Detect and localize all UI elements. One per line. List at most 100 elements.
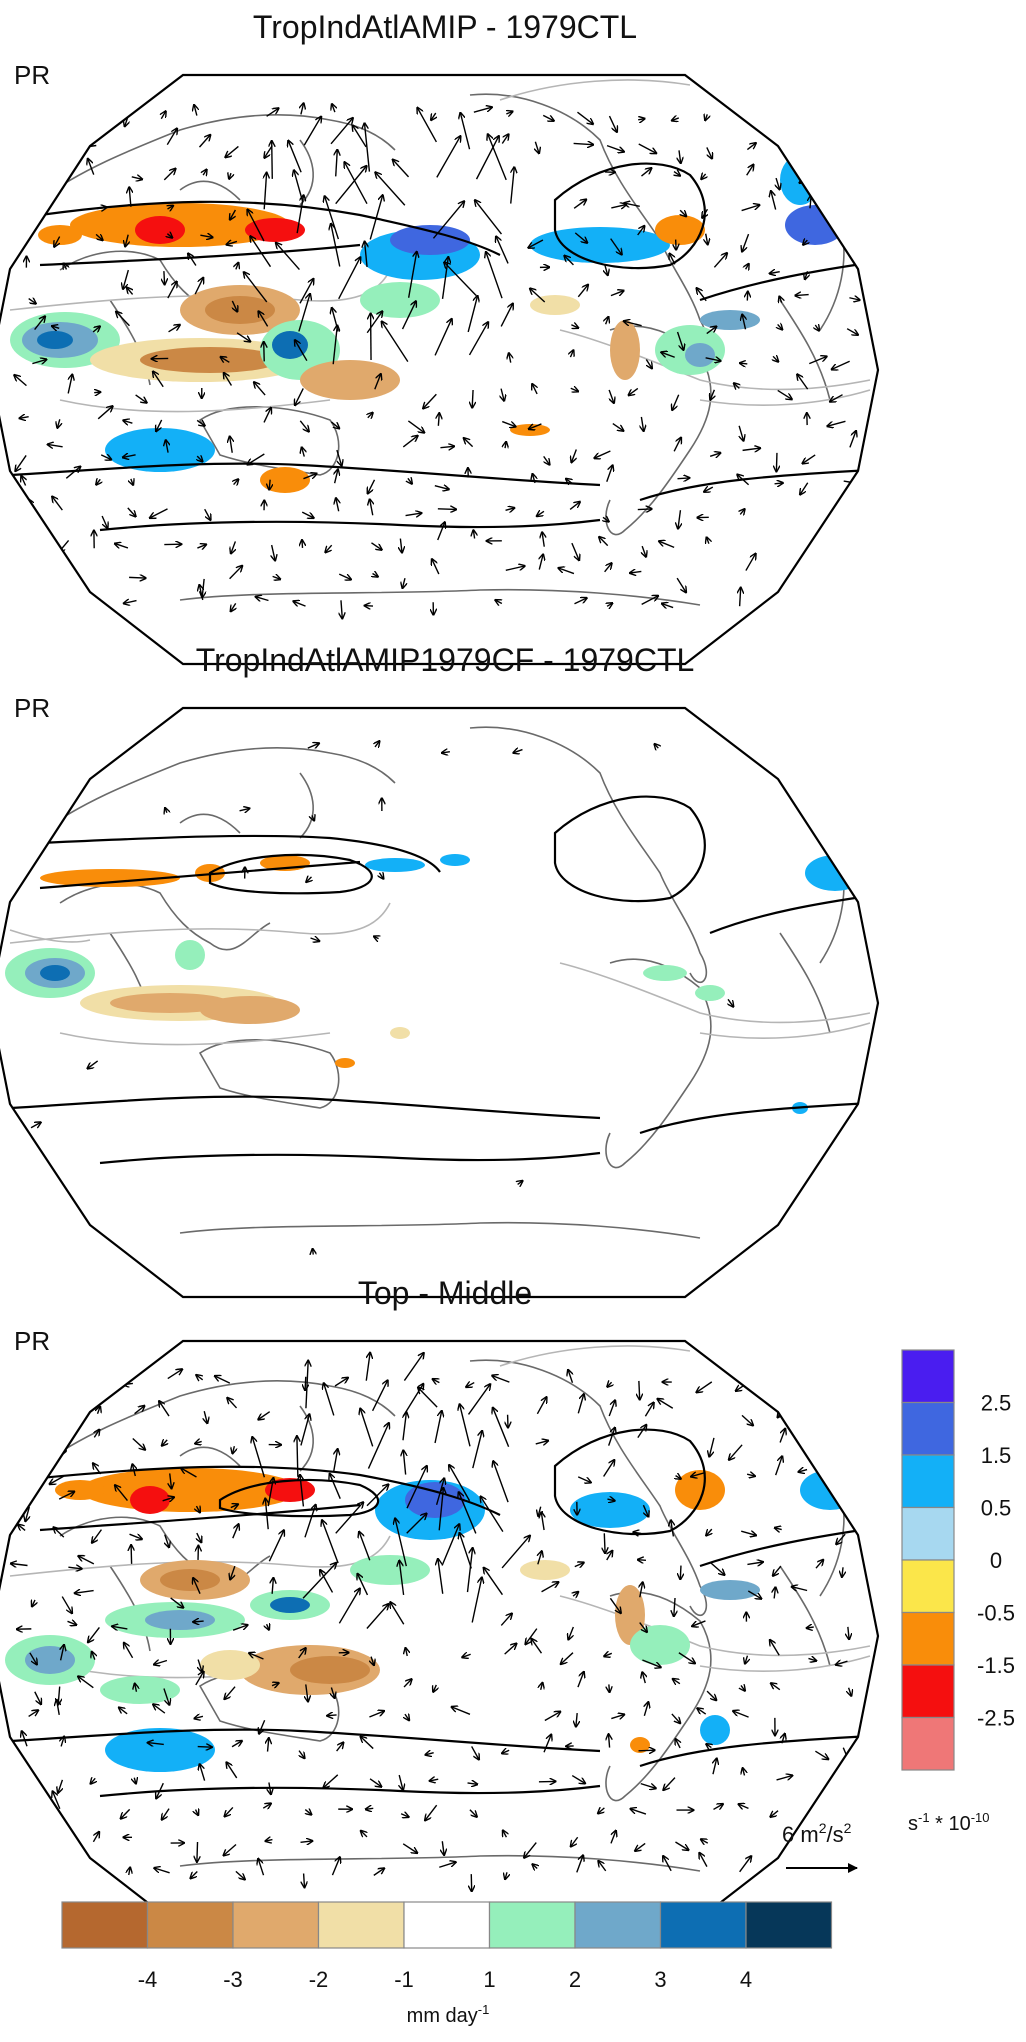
wind-vector <box>635 1842 646 1850</box>
wind-vector <box>774 483 783 484</box>
wind-vector <box>710 389 714 400</box>
wind-vector <box>230 1565 236 1579</box>
wind-vector <box>403 1353 423 1381</box>
panel-middle: TropIndAtlAMIP1979CF - 1979CTL PR <box>0 642 880 1299</box>
wind-vector <box>438 1488 443 1531</box>
wind-vector <box>797 374 809 390</box>
wind-vector <box>637 1425 646 1438</box>
wind-vector <box>564 256 574 266</box>
wind-vector <box>774 1587 775 1599</box>
wind-vector <box>739 1856 752 1873</box>
wind-vector <box>467 1783 478 1784</box>
wind-vector <box>536 1397 546 1415</box>
wind-vector <box>505 442 506 448</box>
wind-vector <box>14 375 27 387</box>
wind-vector <box>603 1460 615 1477</box>
wind-vector <box>305 1376 306 1390</box>
wind-vector <box>606 317 609 325</box>
wind-vector <box>369 1778 381 1787</box>
wind-vector <box>406 1466 427 1509</box>
wind-vector <box>629 387 639 395</box>
wind-vector <box>705 358 721 361</box>
wind-vector <box>325 544 333 552</box>
wind-vector <box>431 112 436 120</box>
black-contours <box>9 162 876 532</box>
wind-vector <box>509 353 511 363</box>
wind-vector <box>272 141 273 179</box>
wind-vector <box>390 1602 405 1625</box>
wind-vector <box>366 1604 388 1629</box>
wind-vector <box>26 1412 35 1413</box>
wind-vector <box>637 226 645 236</box>
wind-vector <box>298 1648 306 1659</box>
wind-vector <box>88 159 95 175</box>
wind-vector <box>659 541 675 549</box>
wind-vector <box>709 453 720 456</box>
wind-vector <box>697 1708 707 1715</box>
wind-vector <box>196 1375 202 1380</box>
wind-vector <box>528 239 544 248</box>
wind-vector <box>91 1778 96 1783</box>
wind-vector <box>230 1504 238 1507</box>
wind-vector <box>675 1841 688 1850</box>
panel-variable-label: PR <box>14 693 50 723</box>
wind-vector <box>167 234 172 238</box>
wind-vector <box>65 467 80 479</box>
vorticity-colorbar-box <box>901 1401 955 1456</box>
wind-vector <box>741 1531 756 1535</box>
vorticity-colorbar-box <box>901 1611 955 1666</box>
wind-vector <box>134 1406 145 1415</box>
wind-vector <box>227 241 238 244</box>
wind-vector <box>34 316 45 330</box>
wind-vector <box>542 114 554 120</box>
wind-vector <box>697 288 707 302</box>
wind-vector <box>54 236 61 247</box>
wind-vector <box>94 392 100 393</box>
wind-vector <box>195 1441 202 1443</box>
wind-vector <box>31 202 46 208</box>
wind-vector <box>502 420 515 427</box>
wind-vector <box>129 577 146 578</box>
wind-vector <box>166 129 177 146</box>
wind-vector <box>444 262 477 296</box>
wind-vector <box>770 272 780 274</box>
wind-vector <box>276 243 300 271</box>
wind-vector <box>535 1441 548 1444</box>
wind-vector <box>843 573 856 579</box>
vorticity-colorbar-unit: s-1 * 10-10 <box>908 1810 990 1835</box>
wind-vector <box>403 1679 412 1688</box>
wind-vector <box>335 1502 363 1534</box>
wind-vector <box>745 1655 747 1664</box>
wind-vector <box>365 242 367 268</box>
wind-vector <box>662 604 674 608</box>
wind-vector <box>740 588 741 607</box>
wind-vector <box>430 1779 439 1781</box>
wind-vector <box>199 585 202 601</box>
wind-vector <box>532 384 537 395</box>
wind-vector <box>539 555 543 570</box>
wind-vector <box>770 1810 779 1817</box>
wind-vector <box>604 1653 613 1656</box>
wind-vector <box>777 389 792 399</box>
wind-vector <box>307 743 319 748</box>
wind-vector <box>58 1779 62 1793</box>
wind-vector <box>24 1464 29 1474</box>
wind-vector <box>150 508 168 518</box>
wind-vector <box>577 1394 584 1414</box>
wind-vector <box>115 1485 128 1502</box>
wind-vector <box>676 1476 681 1479</box>
wind-vector <box>27 141 45 145</box>
wind-vector <box>574 232 587 243</box>
wind-vector <box>570 388 578 391</box>
wind-vector <box>503 1831 507 1838</box>
precip-colorbar-box <box>488 1901 576 1949</box>
wind-vector <box>400 1814 408 1817</box>
wind-vector <box>162 1497 174 1501</box>
wind-vector <box>808 1392 809 1409</box>
wind-vector <box>236 263 239 270</box>
wind-vector <box>609 1734 610 1748</box>
wind-vector <box>506 112 512 114</box>
wind-vector <box>809 357 826 365</box>
wind-vector <box>742 315 745 330</box>
wind-vector <box>530 289 546 303</box>
